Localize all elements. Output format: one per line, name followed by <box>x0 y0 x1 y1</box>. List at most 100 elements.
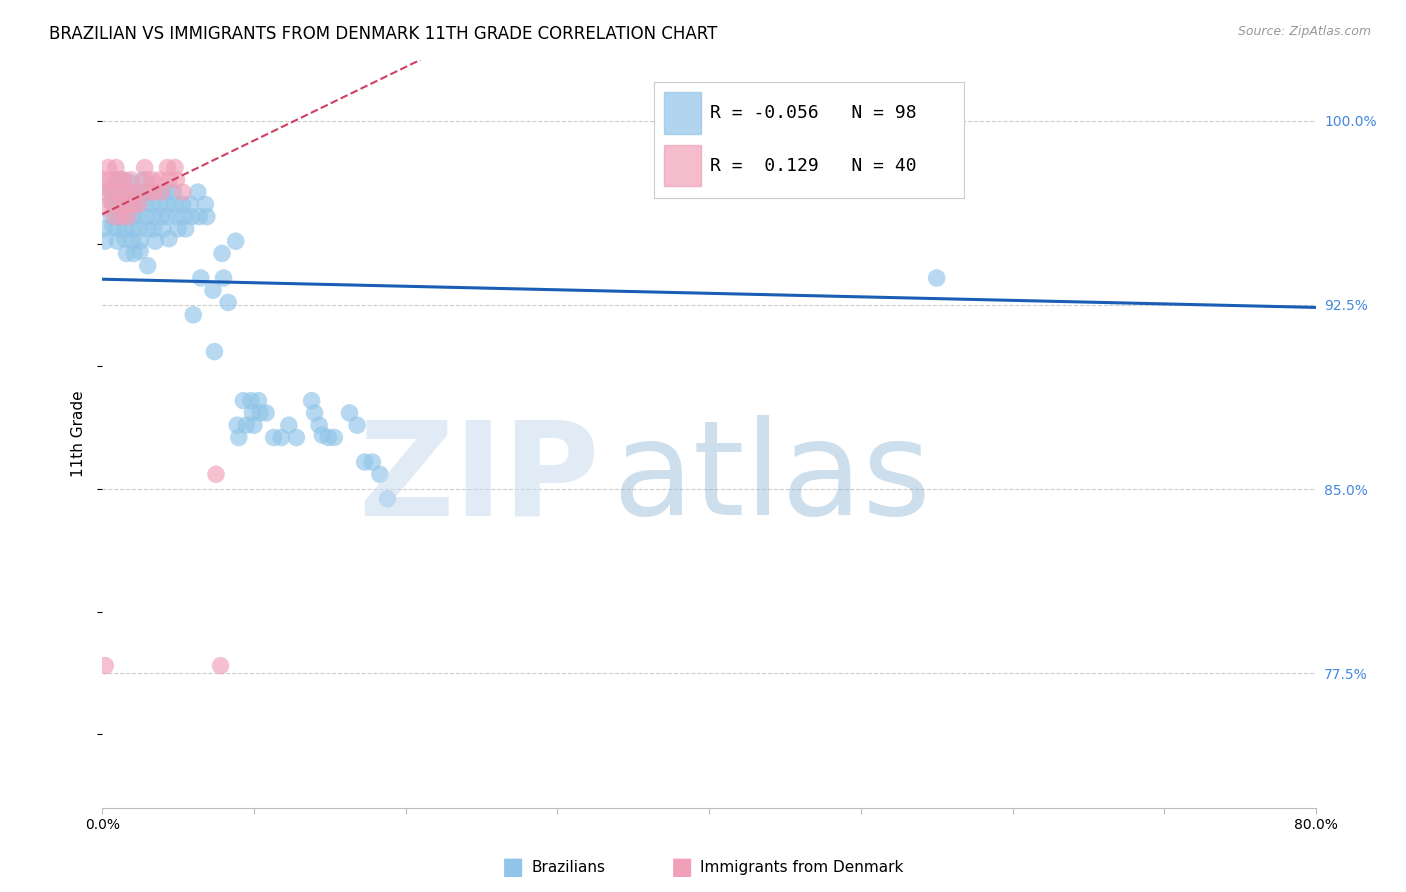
Point <box>339 406 361 420</box>
Point <box>105 185 128 199</box>
Point <box>100 210 122 224</box>
Point <box>142 222 165 236</box>
Point <box>110 197 132 211</box>
Point <box>143 234 166 248</box>
Point <box>93 200 115 214</box>
Point <box>235 418 257 433</box>
Point <box>129 234 152 248</box>
Point <box>249 406 271 420</box>
Point <box>117 210 139 224</box>
Point <box>172 197 194 211</box>
Text: BRAZILIAN VS IMMIGRANTS FROM DENMARK 11TH GRADE CORRELATION CHART: BRAZILIAN VS IMMIGRANTS FROM DENMARK 11T… <box>49 25 717 43</box>
Point <box>163 197 186 211</box>
Point <box>149 197 172 211</box>
Point <box>105 222 128 236</box>
Point <box>308 418 330 433</box>
Point <box>925 271 948 285</box>
Point <box>148 185 170 199</box>
Point <box>301 393 323 408</box>
Point <box>136 185 159 199</box>
Point <box>111 210 134 224</box>
Point <box>93 185 115 199</box>
Point <box>127 210 149 224</box>
Point <box>128 222 150 236</box>
Point <box>135 210 157 224</box>
Point <box>141 173 163 187</box>
Point <box>98 183 121 197</box>
Point <box>105 173 128 187</box>
Point <box>94 234 117 248</box>
Point <box>204 344 226 359</box>
Point <box>242 406 264 420</box>
Point <box>121 234 143 248</box>
Point <box>346 418 368 433</box>
Point <box>105 210 128 224</box>
Point <box>211 246 233 260</box>
Point <box>187 185 209 199</box>
Point <box>105 197 128 211</box>
Point <box>232 393 254 408</box>
Point <box>157 173 180 187</box>
Point <box>141 197 163 211</box>
Point <box>98 173 121 187</box>
Point <box>105 173 128 187</box>
Point <box>201 283 224 297</box>
Point <box>166 173 188 187</box>
Point <box>134 197 156 211</box>
Point <box>93 222 115 236</box>
Point <box>162 185 184 199</box>
Text: Source: ZipAtlas.com: Source: ZipAtlas.com <box>1237 25 1371 38</box>
Point <box>121 185 143 199</box>
Point <box>361 455 384 469</box>
Point <box>105 234 128 248</box>
Point <box>163 161 186 175</box>
Point <box>172 185 194 199</box>
Point <box>127 185 149 199</box>
Point <box>212 271 235 285</box>
Point <box>142 210 165 224</box>
Point <box>157 232 180 246</box>
Point <box>323 430 346 444</box>
Point <box>114 210 136 224</box>
Point <box>353 455 375 469</box>
Point <box>112 173 135 187</box>
Point <box>239 393 262 408</box>
Point <box>156 210 179 224</box>
Point <box>120 185 142 199</box>
Point <box>368 467 391 482</box>
Point <box>156 197 179 211</box>
Point <box>111 173 134 187</box>
Text: ■: ■ <box>502 855 524 879</box>
Point <box>115 197 138 211</box>
Point <box>103 210 125 224</box>
Point <box>263 430 285 444</box>
Point <box>134 185 156 199</box>
Point <box>142 185 165 199</box>
Point <box>285 430 308 444</box>
Point <box>150 210 173 224</box>
Point <box>112 185 135 199</box>
Point <box>149 173 172 187</box>
Point <box>121 210 143 224</box>
Point <box>122 197 145 211</box>
Point <box>228 430 250 444</box>
Point <box>104 161 127 175</box>
Point <box>377 491 399 506</box>
Point <box>205 467 228 482</box>
Point <box>124 185 146 199</box>
Point <box>217 295 239 310</box>
Point <box>155 185 177 199</box>
Point <box>167 222 190 236</box>
Point <box>115 246 138 260</box>
Point <box>97 161 120 175</box>
Point <box>114 197 136 211</box>
Point <box>311 428 333 442</box>
Point <box>108 185 131 199</box>
Y-axis label: 11th Grade: 11th Grade <box>72 391 86 477</box>
Point <box>139 185 162 199</box>
Point <box>120 200 142 214</box>
Point <box>254 406 277 420</box>
Point <box>114 232 136 246</box>
Text: Brazilians: Brazilians <box>531 860 606 874</box>
Point <box>181 308 204 322</box>
